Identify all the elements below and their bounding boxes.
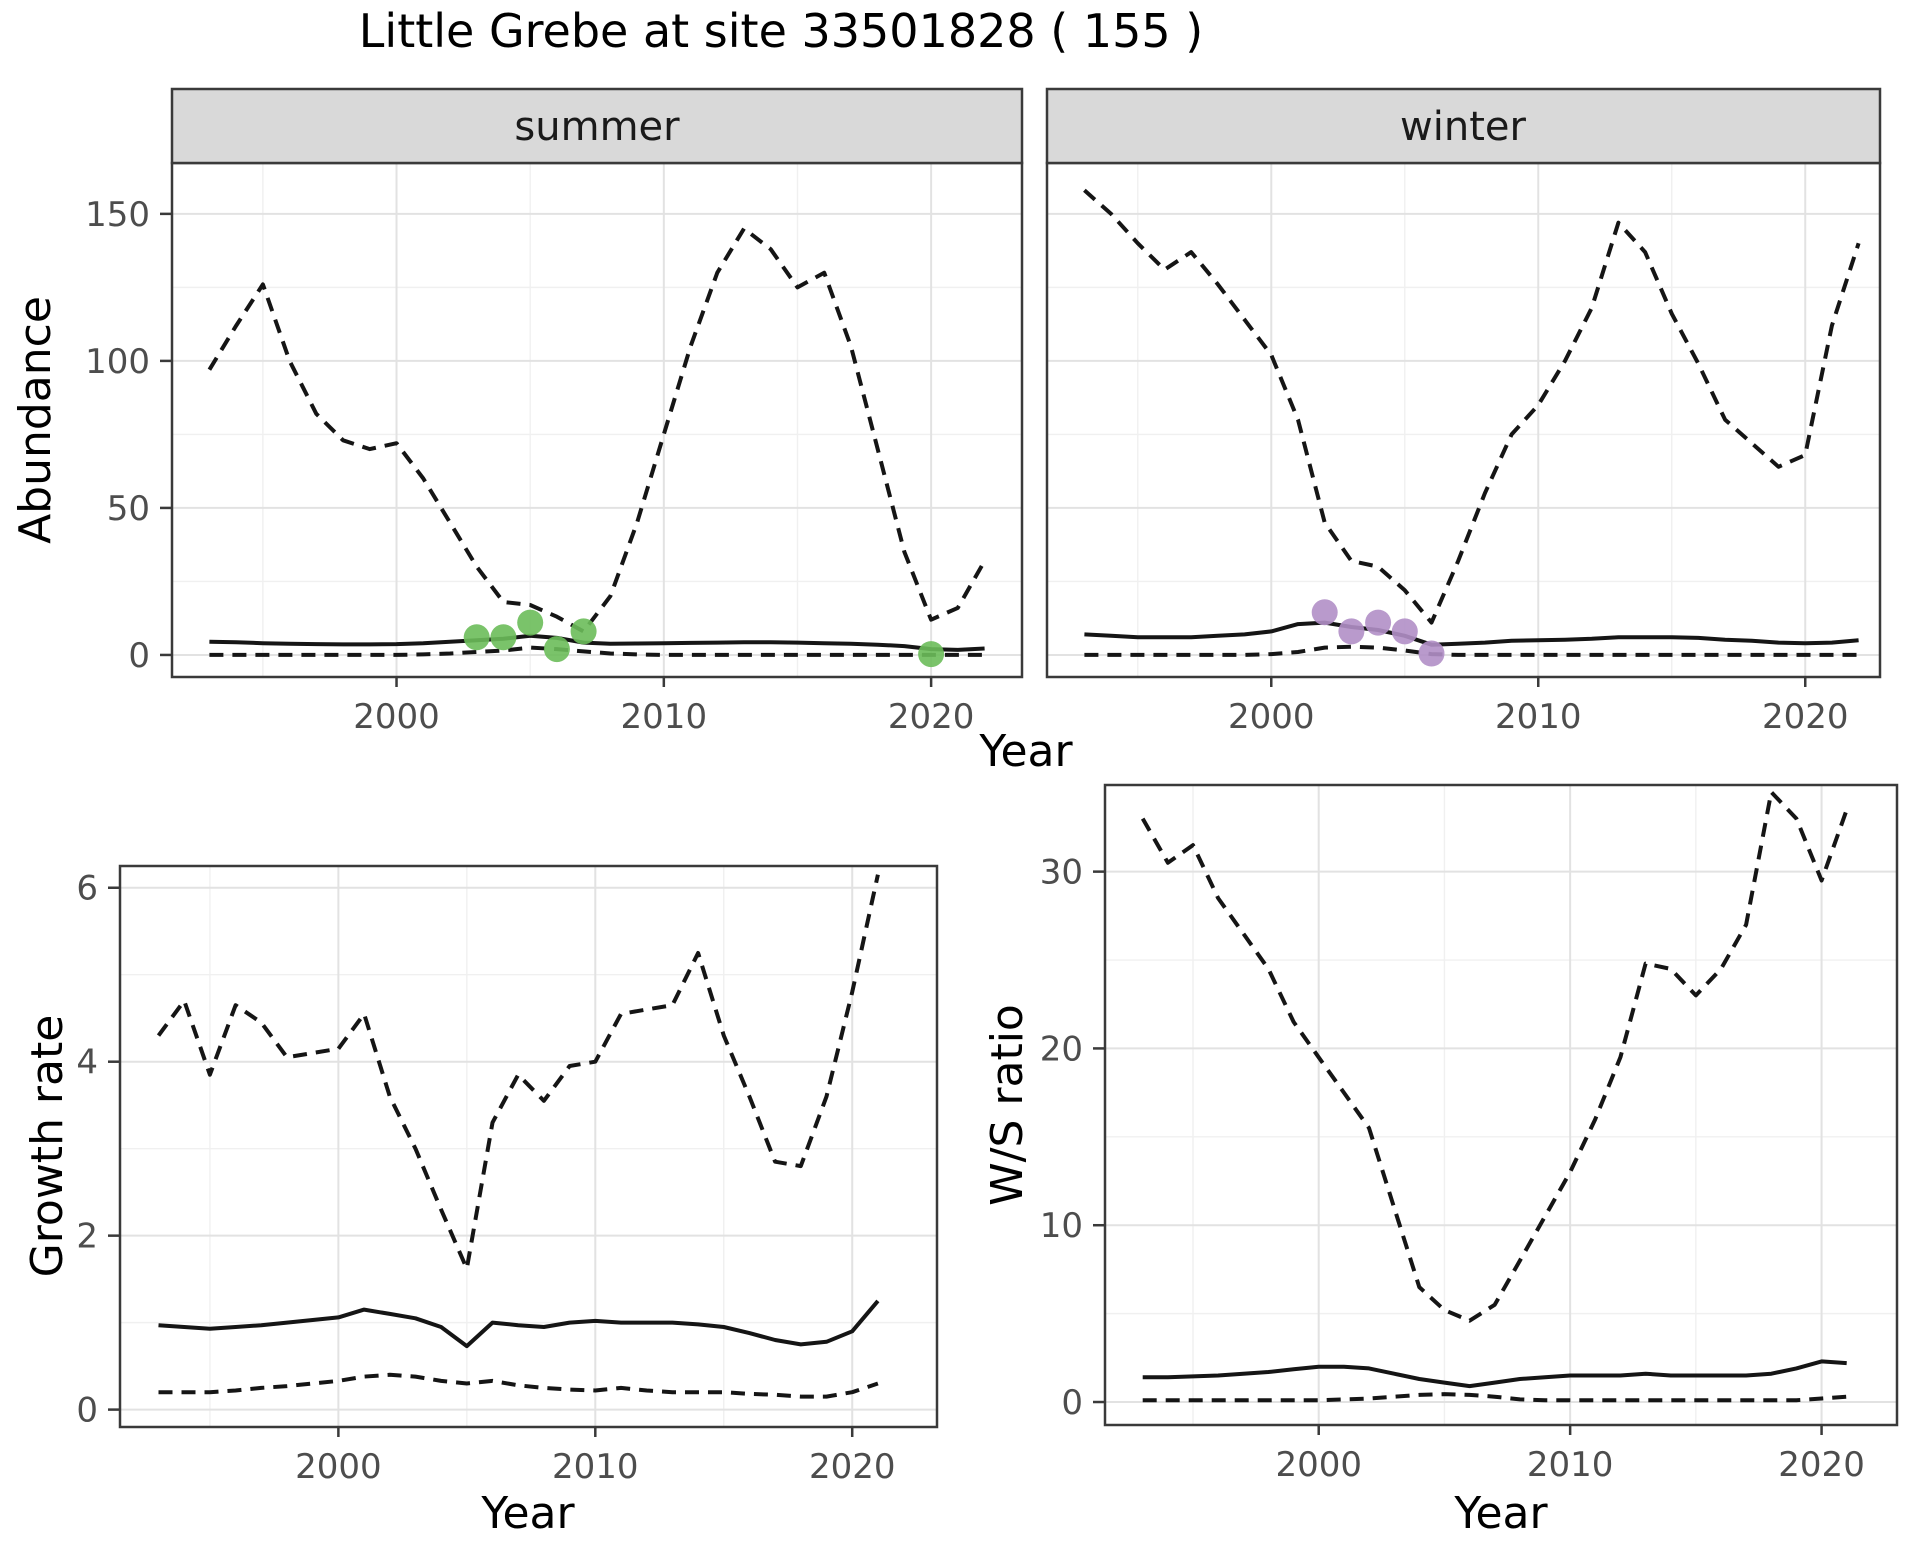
y-tick-label-150: 150 (85, 195, 150, 235)
observed-point-2005 (517, 609, 544, 636)
y-tick-label-10: 10 (1040, 1206, 1083, 1246)
observed-point-2002 (1311, 599, 1338, 626)
series-lower_95ci (1084, 644, 1859, 657)
y-axis-title-ws-ratio: W/S ratio (982, 1004, 1033, 1206)
series-median (209, 633, 985, 652)
observed-point-2004 (490, 624, 517, 651)
y-tick-label-2: 2 (76, 1217, 98, 1257)
x-axis-title-year-top: Year (978, 726, 1073, 777)
observed-point-2004 (1365, 609, 1392, 636)
x-tick-label-2000: 2000 (1275, 1445, 1362, 1485)
observed-point-2005 (1391, 618, 1418, 645)
series-lower_95ci (209, 645, 985, 657)
series-upper_95ci (1083, 188, 1861, 625)
series-upper_95ci (1140, 790, 1849, 1323)
y-tick-label-4: 4 (76, 1043, 98, 1083)
facet-strip-winter (1045, 87, 1882, 165)
y-tick-label-50: 50 (107, 489, 150, 529)
observed-point-2007 (570, 618, 597, 645)
x-tick-label-2000: 2000 (295, 1447, 382, 1487)
series-median (1142, 1359, 1847, 1389)
y-tick-label-30: 30 (1040, 853, 1083, 893)
y-tick-label-0: 0 (1061, 1383, 1083, 1423)
x-tick-label-2000: 2000 (353, 697, 440, 737)
y-tick-label-20: 20 (1040, 1029, 1083, 1069)
series-lower_95ci (1142, 1392, 1847, 1403)
panel-abundance-summer: 2000 2010 2020 0 50 100 150 (85, 161, 1024, 737)
panel-border (1045, 161, 1882, 679)
y-axis-title-growth-rate: Growth rate (22, 1015, 73, 1278)
series-upper_95ci (156, 874, 880, 1271)
x-tick-label-2020: 2020 (809, 1447, 896, 1487)
y-tick-label-100: 100 (85, 342, 150, 382)
x-tick-label-2010: 2010 (1527, 1445, 1614, 1485)
chart-title: Little Grebe at site 33501828 ( 155 ) (359, 4, 1203, 58)
x-tick-label-2000: 2000 (1228, 697, 1315, 737)
y-tick-label-0: 0 (128, 636, 150, 676)
panel-border (118, 864, 939, 1429)
observed-point-2003 (1338, 618, 1365, 645)
y-axis-title-abundance: Abundance (10, 296, 61, 544)
series-median (1084, 620, 1859, 647)
observed-point-2006 (543, 636, 570, 663)
x-tick-label-2010: 2010 (1495, 697, 1582, 737)
observed-point-2003 (463, 624, 490, 651)
x-tick-label-2020: 2020 (1762, 697, 1849, 737)
panel-growth-rate: 2000 2010 2020 0 2 4 6 (76, 864, 939, 1487)
panel-ws-ratio: 2000 2010 2020 0 10 20 30 (1040, 783, 1899, 1485)
x-tick-label-2020: 2020 (1778, 1445, 1865, 1485)
observed-point-2006 (1418, 640, 1445, 667)
series-lower_95ci (158, 1372, 879, 1399)
x-axis-title-year-bottom-left: Year (480, 1488, 575, 1539)
facet-label-winter: winter (1400, 104, 1526, 150)
y-tick-label-6: 6 (76, 869, 98, 909)
panel-border (170, 161, 1024, 679)
series-median (158, 1299, 880, 1349)
panel-abundance-winter: 2000 2010 2020 (1045, 161, 1882, 737)
x-tick-label-2020: 2020 (888, 697, 975, 737)
series-upper_95ci (207, 226, 987, 634)
panel-border (1103, 783, 1899, 1427)
y-tick-label-0: 0 (76, 1391, 98, 1431)
observed-point-2020 (918, 641, 945, 668)
x-axis-title-year-bottom-right: Year (1453, 1488, 1548, 1539)
x-tick-label-2010: 2010 (552, 1447, 639, 1487)
facet-label-summer: summer (514, 104, 680, 150)
x-tick-label-2010: 2010 (621, 697, 708, 737)
facet-strip-summer (170, 87, 1024, 165)
